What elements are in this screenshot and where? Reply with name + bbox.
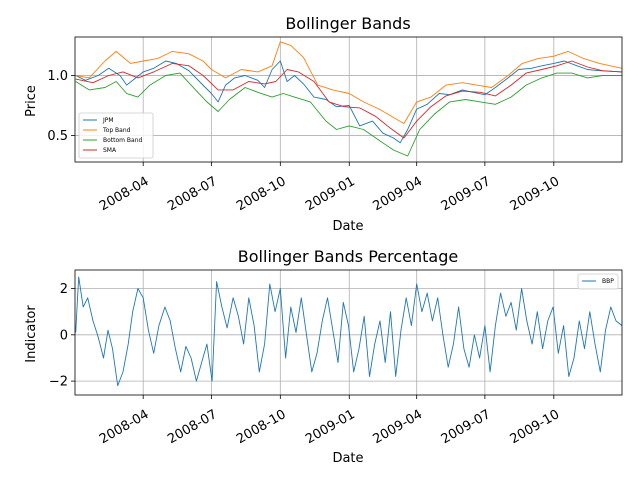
y-axis-label: Indicator <box>24 305 39 363</box>
y-tick-label: 1.0 <box>47 69 68 84</box>
legend-label-bbp: BBP <box>602 278 614 285</box>
y-tick-label: 0 <box>60 328 68 343</box>
legend-label-jpm: JPM <box>102 117 114 124</box>
series-line-sma <box>75 60 622 139</box>
series-lines <box>75 41 622 157</box>
grid <box>75 270 622 395</box>
y-tick-label: 2 <box>60 282 68 297</box>
y-axis-label: Price <box>24 85 39 117</box>
y-tick-label: 0.5 <box>47 129 68 144</box>
legend-label-sma: SMA <box>103 147 117 154</box>
series-line-bbp <box>75 276 622 387</box>
legend-label-top-band: Top Band <box>102 127 131 134</box>
chart-title: Bollinger Bands Percentage <box>238 247 458 266</box>
legend-box <box>78 112 154 159</box>
series-line-bottom-band <box>75 72 622 157</box>
legend: BBP <box>577 273 619 290</box>
y-tick-label: −2 <box>49 375 68 390</box>
legend-box <box>577 273 619 290</box>
legend-label-bottom-band: Bottom Band <box>103 137 143 144</box>
series-line-top-band <box>75 41 622 124</box>
series-line-jpm <box>75 60 622 144</box>
legend: JPM Top Band Bottom Band SMA <box>78 112 154 159</box>
series-lines <box>75 276 622 387</box>
plot-frame <box>74 36 623 163</box>
x-axis-label: Date <box>332 451 363 466</box>
plot-frame <box>74 269 623 396</box>
chart-title: Bollinger Bands <box>285 14 410 33</box>
x-axis-label: Date <box>332 219 363 234</box>
